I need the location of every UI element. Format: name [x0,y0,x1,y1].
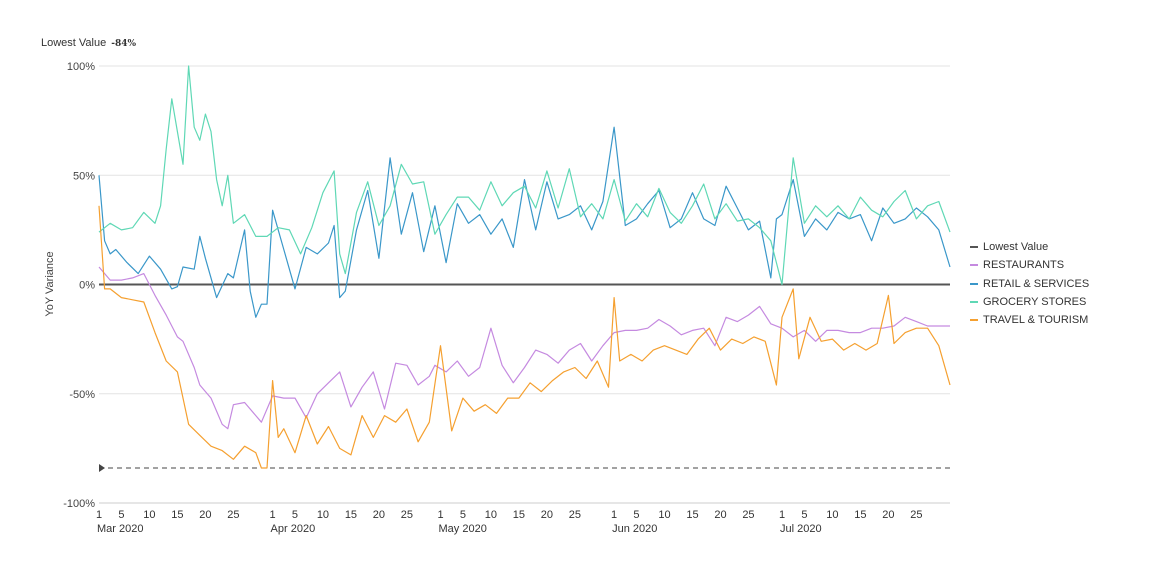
y-axis-label: YoY Variance [44,251,56,316]
x-tick-label: 5 [292,509,298,521]
x-tick-label: 1 [779,509,785,521]
x-tick-label: 20 [714,509,726,521]
legend-label: GROCERY STORES [983,296,1087,309]
y-tick-label: 50% [73,170,95,182]
x-tick-label: 1 [611,509,617,521]
x-tick-label: 20 [199,509,211,521]
legend-item-grocery-stores[interactable]: GROCERY STORES [970,293,1089,311]
legend-label: RETAIL & SERVICES [983,277,1090,290]
legend-label: TRAVEL & TOURISM [983,314,1089,327]
lowest-value-marker [99,464,105,473]
legend-swatch [970,301,978,304]
legend-item-retail-services[interactable]: RETAIL & SERVICES [970,275,1089,293]
x-month-label: May 2020 [439,523,487,535]
x-tick-label: 5 [801,509,807,521]
legend-swatch [970,282,978,285]
x-tick-label: 5 [633,509,639,521]
series-line-travel-tourism [98,205,951,469]
series-lines [98,65,951,469]
y-tick-label: -100% [63,498,95,510]
x-tick-label: 25 [227,509,239,521]
series-line-retail-services [98,126,951,318]
x-tick-label: 10 [143,509,155,521]
x-tick-label: 10 [485,509,497,521]
y-tick-label: 0% [79,280,95,292]
legend-swatch [970,246,978,249]
lowest-value-header: Lowest Value -84% [41,37,136,49]
x-tick-label: 15 [686,509,698,521]
x-month-label: Jun 2020 [612,523,657,535]
x-tick-label: 15 [345,509,357,521]
x-tick-label: 20 [541,509,553,521]
x-month-label: Mar 2020 [97,523,143,535]
legend-label: Lowest Value [983,241,1049,254]
legend-swatch [970,319,978,322]
y-tick-label: 100% [67,61,95,73]
x-tick-label: 1 [269,509,275,521]
x-tick-label: 20 [373,509,385,521]
x-tick-label: 20 [882,509,894,521]
x-tick-label: 15 [513,509,525,521]
x-tick-label: 15 [854,509,866,521]
x-tick-label: 25 [910,509,922,521]
x-tick-label: 5 [118,509,124,521]
y-axis: 100% 50% 0% -50% -100% [63,61,95,510]
series-line-grocery-stores [98,65,951,286]
x-tick-label: 10 [317,509,329,521]
x-tick-label: 5 [460,509,466,521]
lowest-value-number: -84% [111,39,137,49]
legend-label: RESTAURANTS [983,259,1065,272]
x-tick-label: 25 [401,509,413,521]
x-tick-label: 25 [569,509,581,521]
x-tick-label: 1 [437,509,443,521]
legend-item-travel-tourism[interactable]: TRAVEL & TOURISM [970,311,1089,329]
lowest-value-label: Lowest Value [41,37,107,49]
x-tick-label: 10 [658,509,670,521]
x-axis: 1 5 10 15 20 25 1 5 10 15 20 25 1 5 10 15 20 25 1 5 10 15 20 25… [96,502,950,535]
series-line-restaurants [98,266,950,430]
x-tick-label: 25 [742,509,754,521]
legend-item-restaurants[interactable]: RESTAURANTS [970,256,1089,274]
legend-item-lowest-value[interactable]: Lowest Value [970,238,1089,256]
legend-swatch [970,264,978,267]
x-month-label: Jul 2020 [780,523,822,535]
lowest-value-line [99,464,950,473]
x-tick-label: 15 [171,509,183,521]
x-tick-label: 10 [826,509,838,521]
x-month-label: Apr 2020 [271,523,316,535]
y-tick-label: -50% [69,389,95,401]
legend: Lowest Value RESTAURANTS RETAIL & SERVIC… [970,238,1089,329]
x-tick-label: 1 [96,509,102,521]
